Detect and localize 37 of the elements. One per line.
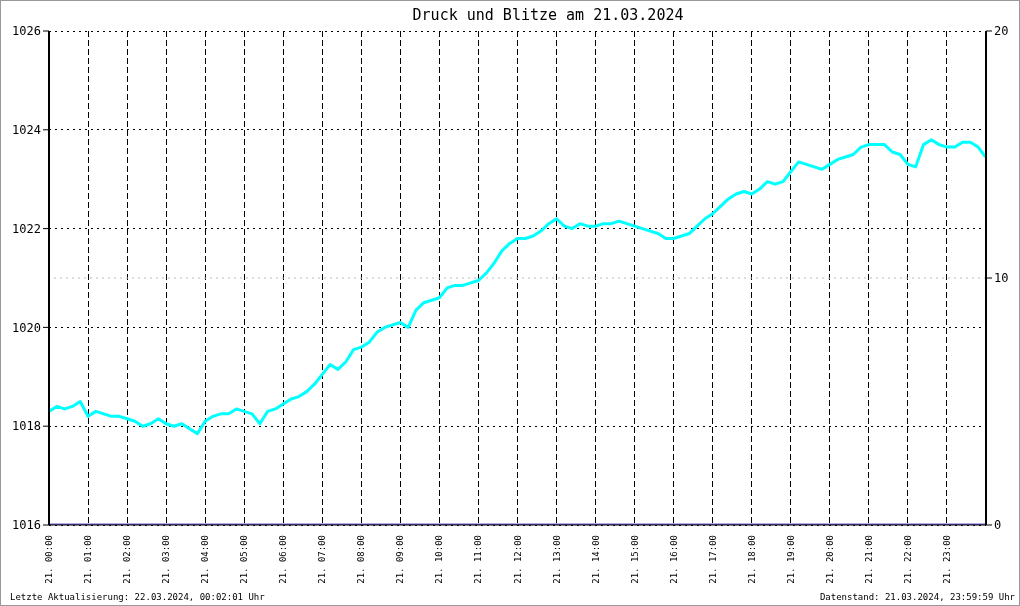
x-tick-label: 21. 01:00 xyxy=(83,535,94,584)
x-tick-label: 21. 02:00 xyxy=(122,535,133,584)
x-tick-label: 21. 15:00 xyxy=(629,535,640,584)
x-tick-label: 21. 17:00 xyxy=(707,535,718,584)
x-tick-label: 21. 18:00 xyxy=(746,535,757,584)
y2-tick-label: 10 xyxy=(994,271,1009,286)
x-tick-label: 21. 16:00 xyxy=(668,535,679,584)
y-tick-label: 1020 xyxy=(12,320,41,335)
x-tick-label: 21. 03:00 xyxy=(161,535,172,584)
x-tick-label: 21. 10:00 xyxy=(434,535,445,584)
y-tick-label: 1026 xyxy=(12,24,41,39)
x-tick-label: 21. 12:00 xyxy=(512,535,523,584)
y2-tick-label: 0 xyxy=(994,518,1002,533)
x-tick-label: 21. 08:00 xyxy=(356,535,367,584)
x-tick-label: 21. 06:00 xyxy=(278,535,289,584)
x-tick-label: 21. 09:00 xyxy=(395,535,406,584)
x-tick-label: 21. 07:00 xyxy=(317,535,328,584)
x-tick-label: 21. 14:00 xyxy=(590,535,601,584)
chart-title: Druck und Blitze am 21.03.2024 xyxy=(412,6,684,24)
y-tick-label: 1016 xyxy=(12,518,41,533)
x-tick-label: 21. 22:00 xyxy=(902,535,913,584)
y2-tick-label: 20 xyxy=(994,24,1009,39)
x-tick-label: 21. 13:00 xyxy=(551,535,562,584)
x-tick-label: 21. 20:00 xyxy=(824,535,835,584)
x-tick-label: 21. 04:00 xyxy=(200,535,211,584)
x-tick-label: 21. 00:00 xyxy=(44,535,54,584)
line-series xyxy=(49,138,986,436)
text: Letzte Aktualisierung: 22.03.2024, 00:02:01 Uhr xyxy=(10,591,265,603)
x-tick-label: 21. 19:00 xyxy=(785,535,796,584)
x-tick-label: 21. 11:00 xyxy=(473,535,484,584)
y-tick-label: 1022 xyxy=(12,221,41,236)
text: Datenstand: 21.03.2024, 23:59:59 Uhr xyxy=(819,591,1015,603)
x-tick-label: 21. 21:00 xyxy=(863,535,874,584)
x-tick-label: 21. 05:00 xyxy=(239,535,250,584)
y-tick-label: 1024 xyxy=(12,123,41,138)
y-tick-label: 1018 xyxy=(12,419,41,434)
x-tick-label: 21. 23:00 xyxy=(941,535,952,584)
